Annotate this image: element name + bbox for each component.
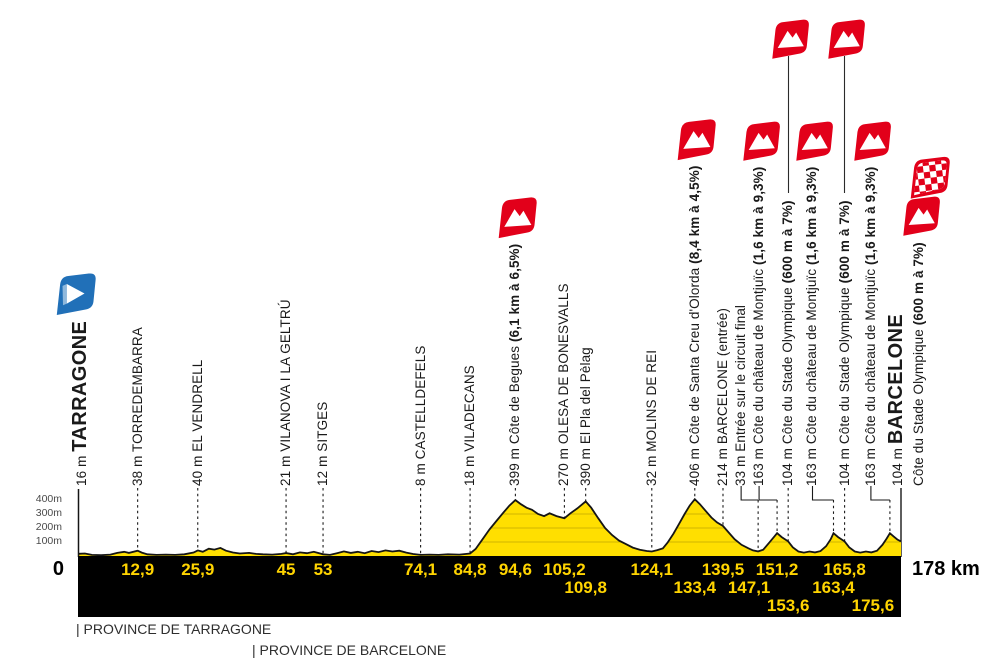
climb-pennant-icon (737, 120, 782, 162)
waypoint-label-7: 399 m Côte de Begues (6,1 km à 6,5%) (507, 244, 522, 486)
waypoint-label-part: (8,4 km à 4,5%) (686, 165, 702, 264)
waypoint-label-part: 32 m MOLINS DE REI (643, 349, 659, 486)
waypoint-label-part: BARCELONE (885, 313, 907, 445)
finish-checker-flag-icon (904, 155, 952, 200)
elevation-profile-outline (77, 497, 902, 557)
climb-pennant-icon (766, 18, 811, 60)
distance-marker-25,9: 25,9 (181, 560, 215, 579)
waypoint-label-9: 390 m El Pla del Pèlag (578, 347, 593, 486)
label-elbow-connector (740, 486, 759, 501)
climb-pennant-icon (790, 120, 835, 162)
waypoint-label-4: 12 m SITGES (315, 402, 330, 486)
waypoint-label-part: 104 m Côte du Stade Olympique (836, 283, 852, 486)
waypoint-label-part: 38 m TORREDEMBARRA (129, 327, 145, 486)
waypoint-label-part: 33 m Entrée sur le circuit final (733, 304, 749, 486)
waypoint-label-13: 33 m Entrée sur le circuit final (733, 305, 748, 486)
waypoint-label-part: 163 m Côte du château de Montjuïc (751, 264, 767, 486)
waypoint-label-part: 21 m VILANOVA I LA GELTRÚ (278, 299, 294, 486)
waypoint-label-part: 406 m Côte de Santa Creu d'Olorda (686, 263, 702, 486)
waypoint-label-19: 104 m BARCELONE (885, 314, 909, 486)
province-barcelone-label: | PROVINCE DE BARCELONE (252, 642, 447, 658)
distance-marker-153,6: 153,6 (766, 596, 810, 615)
elevation-tick-400m: 400m (35, 493, 62, 505)
label-elbow-connector (758, 486, 778, 501)
waypoint-label-part: 104 m Côte du Stade Olympique (780, 283, 796, 486)
waypoint-label-6: 18 m VILADECANS (462, 365, 477, 486)
distance-marker-94,6: 94,6 (498, 560, 532, 579)
waypoint-label-2: 40 m EL VENDRELL (190, 360, 205, 486)
waypoint-label-part: (1,6 km à 9,3%) (862, 166, 878, 265)
waypoint-label-part: (600 m à 7%) (911, 242, 926, 326)
waypoint-label-part: (1,6 km à 9,3%) (751, 166, 767, 265)
climb-pennant-icon (897, 195, 942, 237)
elevation-tick-200m: 200m (35, 521, 62, 533)
waypoint-label-1: 38 m TORREDEMBARRA (130, 327, 145, 486)
waypoint-label-part: 390 m El Pla del Pèlag (577, 347, 593, 486)
label-elbow-connector (811, 486, 834, 501)
waypoint-label-18: 163 m Côte du château de Montjuïc (1,6 k… (863, 167, 878, 486)
waypoint-label-12: 214 m BARCELONE (entrée) (715, 308, 730, 486)
distance-marker-151,2: 151,2 (755, 560, 799, 579)
distance-marker-74,1: 74,1 (404, 560, 438, 579)
waypoint-label-11: 406 m Côte de Santa Creu d'Olorda (8,4 k… (687, 166, 702, 486)
elevation-tick-100m: 100m (35, 535, 62, 547)
waypoint-label-part: 270 m OLESA DE BONESVALLS (556, 283, 572, 486)
province-tarragone-label: | PROVINCE DE TARRAGONE (76, 621, 272, 637)
distance-marker-12,9: 12,9 (121, 560, 155, 579)
waypoint-label-part: 163 m Côte du château de Montjuïc (862, 264, 878, 486)
distance-marker-165,8: 165,8 (823, 560, 866, 579)
distance-marker-163,4: 163,4 (812, 578, 855, 597)
waypoint-label-part: 40 m EL VENDRELL (189, 359, 205, 486)
distance-marker-147,1: 147,1 (727, 578, 771, 597)
waypoint-label-8: 270 m OLESA DE BONESVALLS (556, 283, 571, 486)
waypoint-label-part: (600 m à 7%) (836, 200, 852, 284)
climb-pennant-icon (671, 118, 718, 161)
waypoint-label-part: (6,1 km à 6,5%) (507, 243, 523, 343)
waypoint-label-10: 32 m MOLINS DE REI (644, 350, 659, 486)
waypoint-label-part: 16 m (74, 451, 89, 486)
waypoint-label-part: 163 m Côte du château de Montjuïc (804, 264, 820, 486)
climb-pennant-icon (492, 196, 539, 239)
elevation-profile-area (78, 499, 901, 556)
distance-marker-84,8: 84,8 (453, 560, 487, 579)
waypoint-label-17: 104 m Côte du Stade Olympique (600 m à 7… (837, 200, 852, 486)
waypoint-label-part: 18 m VILADECANS (462, 365, 478, 486)
climb-pennant-icon (848, 120, 893, 162)
waypoint-label-part: 12 m SITGES (315, 401, 331, 486)
waypoint-label-15: 104 m Côte du Stade Olympique (600 m à 7… (780, 200, 795, 486)
distance-marker-133,4: 133,4 (673, 578, 717, 597)
waypoint-label-3: 21 m VILANOVA I LA GELTRÚ (278, 299, 293, 486)
waypoint-label-20: Côte du Stade Olympique (600 m à 7%) (911, 242, 926, 486)
depart-flag-icon (50, 272, 98, 316)
distance-marker-105,2: 105,2 (543, 560, 586, 579)
distance-bar: 12,9 25,9 45 53 74,1 84,8 94,6 105,2 109,8 124,1 1… (78, 556, 901, 617)
waypoint-label-14: 163 m Côte du château de Montjuïc (1,6 k… (751, 167, 766, 486)
distance-marker-124,1: 124,1 (630, 560, 674, 579)
waypoint-label-part: Côte du Stade Olympique (911, 325, 926, 486)
waypoint-label-part: 104 m (890, 444, 905, 486)
waypoint-label-16: 163 m Côte du château de Montjuïc (1,6 k… (804, 167, 819, 486)
waypoint-label-part: TARRAGONE (69, 320, 91, 452)
waypoint-label-part: 8 m CASTELLDEFELS (412, 345, 428, 487)
km-start-label: 0 (52, 558, 64, 580)
waypoint-label-part: 399 m Côte de Begues (507, 342, 523, 486)
waypoint-label-0: 16 m TARRAGONE (69, 321, 93, 486)
waypoint-label-part: (1,6 km à 9,3%) (804, 166, 820, 265)
distance-marker-139,5: 139,5 (701, 560, 745, 579)
distance-marker-53: 53 (313, 560, 333, 579)
distance-marker-45: 45 (276, 560, 296, 579)
climb-pennant-icon (822, 18, 867, 60)
distance-marker-109,8: 109,8 (564, 578, 607, 597)
label-elbow-connector (870, 486, 890, 501)
waypoint-label-part: 214 m BARCELONE (entrée) (714, 308, 730, 486)
elevation-tick-300m: 300m (35, 507, 62, 519)
waypoint-label-5: 8 m CASTELLDEFELS (413, 346, 428, 487)
km-total-label: 178 km (912, 558, 980, 580)
waypoint-label-part: (600 m à 7%) (780, 200, 796, 284)
distance-marker-175,6: 175,6 (851, 596, 895, 615)
